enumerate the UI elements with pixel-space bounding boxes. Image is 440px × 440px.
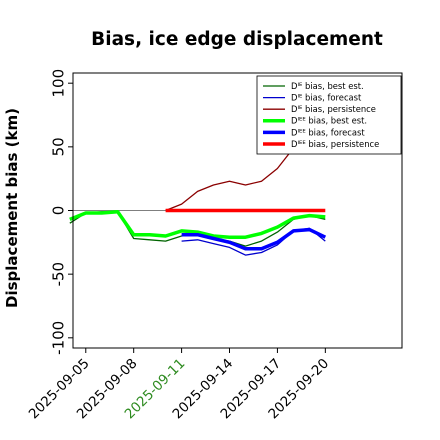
chart-title: Bias, ice edge displacement [91, 29, 383, 50]
series-line-5 [181, 227, 327, 251]
series-line-1 [69, 211, 326, 247]
legend-label: Dᴵᴱᴱ bias, forecast [291, 127, 365, 137]
y-tick-label: 50 [49, 137, 67, 156]
y-tick-label: -100 [49, 321, 67, 355]
series-layer [69, 147, 327, 256]
legend: Dᴵᴱ bias, best est.Dᴵᴱ bias, forecastDᴵᴱ… [256, 75, 402, 155]
y-tick-label: 100 [49, 69, 67, 98]
series-line-4 [69, 210, 326, 239]
series-line-3 [165, 147, 294, 212]
legend-box [256, 75, 402, 155]
legend-label: Dᴵᴱᴱ bias, persistence [291, 139, 379, 149]
legend-label: Dᴵᴱ bias, persistence [291, 104, 376, 114]
legend-label: Dᴵᴱ bias, best est. [291, 81, 364, 91]
y-tick-label: -50 [49, 262, 67, 287]
y-tick-label: 0 [49, 206, 67, 216]
legend-label: Dᴵᴱ bias, forecast [291, 93, 362, 103]
legend-label: Dᴵᴱᴱ bias, best est. [291, 116, 367, 126]
y-axis-label: Displacement bias (km) [3, 108, 21, 308]
